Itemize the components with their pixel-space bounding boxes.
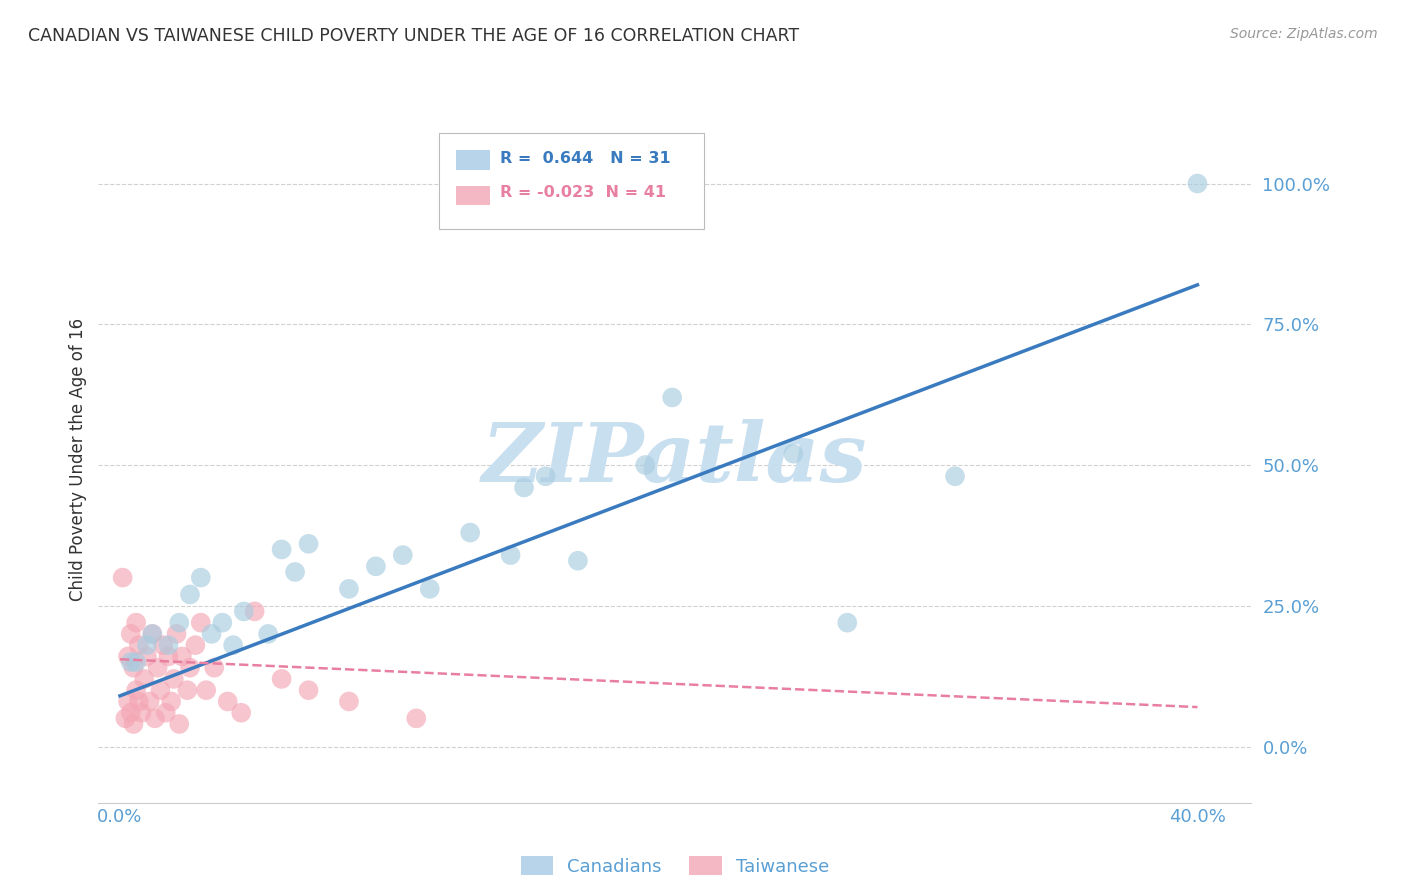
Point [120,706,142,720]
Point [152,638,174,652]
Point [200,627,222,641]
Point [837,615,859,630]
Point [155,706,177,720]
Point [195,683,218,698]
Point [782,447,804,461]
Point [128,638,150,652]
Point [125,615,148,630]
Point [513,481,536,495]
Point [179,587,201,601]
Point [143,711,166,725]
Text: ZIPatlas: ZIPatlas [482,419,868,500]
Point [270,672,292,686]
Text: CANADIAN VS TAIWANESE CHILD POVERTY UNDER THE AGE OF 16 CORRELATION CHART: CANADIAN VS TAIWANESE CHILD POVERTY UNDE… [28,27,799,45]
Point [170,649,193,664]
Point [120,655,142,669]
Point [211,615,233,630]
Point [405,711,427,725]
Point [135,649,157,664]
Text: R = -0.023  N = 41: R = -0.023 N = 41 [499,186,665,201]
Point [125,655,148,669]
Point [134,672,156,686]
Point [146,661,169,675]
Point [634,458,657,472]
Point [122,661,145,675]
Point [499,548,522,562]
Text: R =  0.644   N = 31: R = 0.644 N = 31 [499,151,671,166]
Point [176,683,198,698]
Point [661,391,683,405]
Point [243,604,266,618]
Point [141,627,163,641]
Point [419,582,441,596]
Point [458,525,481,540]
Point [128,694,150,708]
Point [131,706,153,720]
Point [160,694,183,708]
Point [222,638,245,652]
Point [149,683,172,698]
Point [232,604,254,618]
Point [125,683,148,698]
Point [202,661,225,675]
Point [167,717,190,731]
Point [943,469,966,483]
Point [138,694,160,708]
Point [120,627,142,641]
Point [163,672,186,686]
Point [337,582,360,596]
Point [167,615,190,630]
Point [179,661,201,675]
Point [284,565,307,579]
Point [141,627,163,641]
FancyBboxPatch shape [456,186,491,205]
Point [257,627,280,641]
Legend: Canadians, Taiwanese: Canadians, Taiwanese [513,849,837,883]
Point [184,638,207,652]
Point [117,649,139,664]
Point [166,627,188,641]
FancyBboxPatch shape [456,150,491,169]
Point [122,717,145,731]
Point [117,694,139,708]
Y-axis label: Child Poverty Under the Age of 16: Child Poverty Under the Age of 16 [69,318,87,601]
Point [297,683,319,698]
Point [1187,177,1209,191]
FancyBboxPatch shape [439,133,704,229]
Point [190,571,212,585]
Point [364,559,387,574]
Point [391,548,413,562]
Point [190,615,212,630]
Point [114,711,136,725]
Text: Source: ZipAtlas.com: Source: ZipAtlas.com [1230,27,1378,41]
Point [534,469,557,483]
Point [270,542,292,557]
Point [157,638,180,652]
Point [297,537,319,551]
Point [337,694,360,708]
Point [111,571,134,585]
Point [157,649,180,664]
Point [135,638,157,652]
Point [217,694,239,708]
Point [567,554,589,568]
Point [231,706,253,720]
